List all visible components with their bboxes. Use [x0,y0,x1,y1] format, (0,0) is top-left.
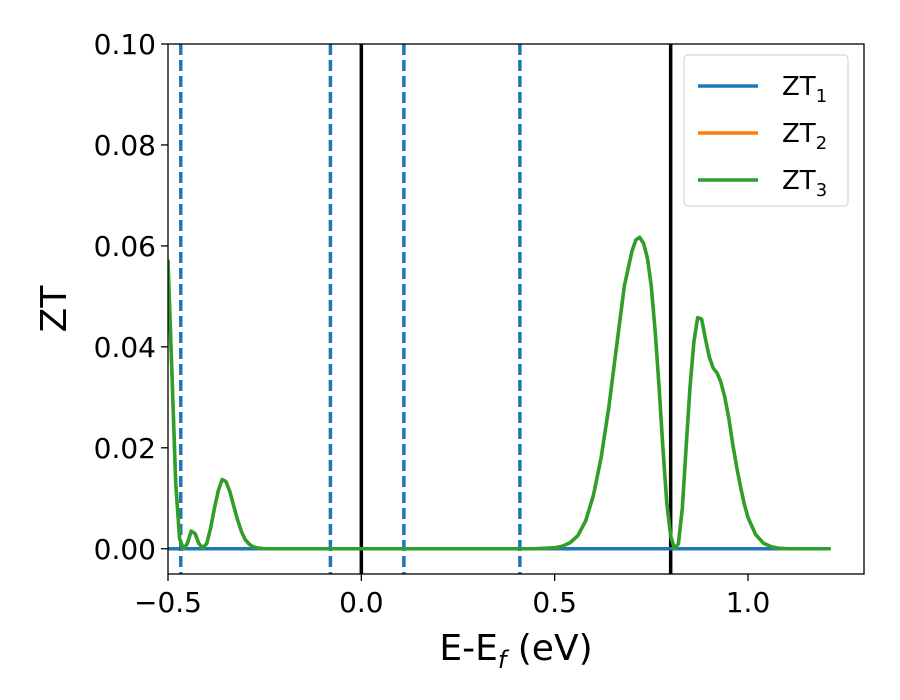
axis-ticks: −0.5 0.0 0.5 1.0 0.00 0.02 0.04 0.06 0.08 0.10 [94,28,771,619]
y-tick-label: 0.08 [94,129,156,162]
plot-frame [167,43,865,575]
x-tick-label: 0.5 [532,586,577,619]
y-tick-label: 0.00 [94,533,156,566]
y-tick-label: 0.04 [94,331,156,364]
x-axis-label: E-Ef (eV) [439,628,592,674]
y-tick-label: 0.10 [94,28,156,61]
x-tick-label: 0.0 [339,586,384,619]
series-lines [168,235,831,551]
y-tick-label: 0.02 [94,432,156,465]
legend-label-zt_1: ZT1 [782,72,827,107]
y-tick-label: 0.06 [94,230,156,263]
legend-label-zt_3: ZT3 [782,166,827,201]
x-tick-label: −0.5 [134,586,202,619]
series-line-zt_3 [168,235,831,551]
series-line-zt_2 [168,235,831,551]
y-axis-label: ZT [34,285,75,333]
legend-box [683,54,849,207]
reference-lines [179,44,673,574]
legend: ZT1 ZT2 ZT3 [683,54,849,207]
x-tick-label: 1.0 [726,586,771,619]
legend-label-zt_2: ZT2 [782,119,827,154]
